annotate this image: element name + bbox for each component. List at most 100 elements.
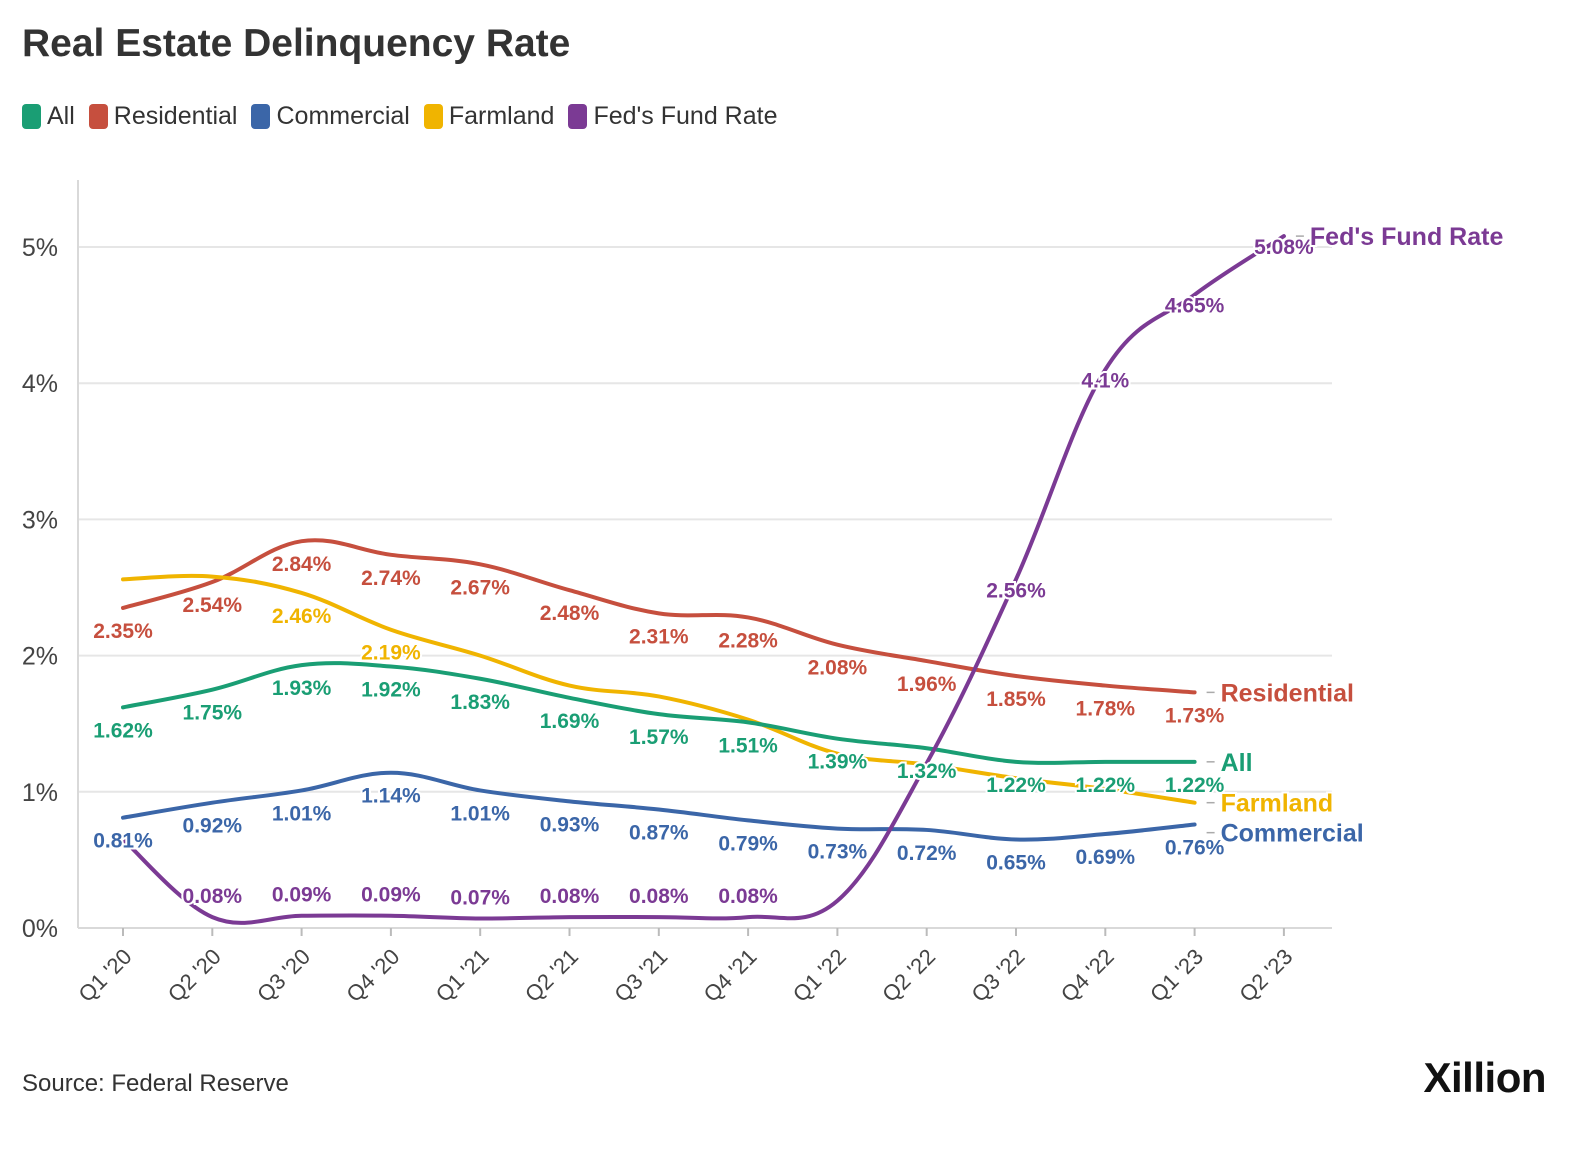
legend-swatch (423, 104, 443, 129)
data-label: 0.08% (183, 885, 243, 908)
data-label: 1.93% (272, 677, 332, 700)
x-tick-label: Q2 '22 (877, 944, 940, 1007)
data-label: 2.67% (450, 576, 510, 599)
data-label: 2.46% (272, 605, 332, 628)
data-label: 0.08% (718, 885, 778, 908)
series-line-residential (121, 538, 1197, 695)
data-label: 0.08% (540, 885, 600, 908)
legend-swatch (568, 104, 588, 129)
x-tick-label: Q4 '20 (341, 944, 404, 1007)
data-label: 2.31% (629, 625, 689, 648)
data-label: 0.65% (986, 851, 1046, 874)
x-tick-label: Q3 '21 (609, 944, 672, 1007)
legend-swatch (88, 104, 108, 129)
legend-item[interactable]: Farmland (423, 102, 555, 131)
series-end-label: All (1221, 749, 1253, 777)
data-label: 2.56% (986, 579, 1046, 602)
data-label: 1.01% (272, 802, 332, 825)
data-label: 1.32% (897, 760, 957, 783)
data-label: 0.09% (361, 884, 421, 907)
chart-legend: All Residential Commercial Farmland Fed's Fu… (22, 102, 791, 131)
data-label: 2.84% (272, 553, 332, 576)
series-line-farmland (121, 573, 1197, 805)
data-label: 0.73% (808, 841, 868, 864)
data-label: 0.79% (718, 832, 778, 855)
legend-label: Residential (113, 102, 238, 130)
data-label: 2.19% (361, 642, 421, 665)
data-label: 2.35% (93, 620, 153, 643)
legend-swatch (22, 104, 41, 129)
x-tick-label: Q2 '23 (1234, 944, 1297, 1007)
data-label: 2.74% (361, 567, 421, 590)
legend-swatch (251, 104, 271, 129)
data-label: 0.08% (629, 885, 689, 908)
data-label: 0.09% (272, 884, 332, 907)
x-tick-label: Q1 '23 (1145, 944, 1208, 1007)
legend-item[interactable]: Residential (88, 102, 238, 131)
data-label: 0.76% (1165, 836, 1225, 859)
data-label: 0.81% (93, 830, 153, 853)
legend-item[interactable]: Commercial (251, 102, 410, 131)
data-label: 1.22% (1165, 774, 1225, 797)
data-label: 1.96% (897, 673, 957, 696)
source-note: Source: Federal Reserve (22, 1070, 289, 1097)
series-line-fed-s-fund-rate (121, 234, 1286, 925)
data-label: 2.54% (183, 594, 243, 617)
data-label: 0.07% (450, 886, 510, 909)
data-label: 4.1% (1081, 370, 1129, 393)
data-label: 1.14% (361, 785, 421, 808)
data-label: 1.22% (1076, 774, 1136, 797)
data-label: 1.73% (1165, 704, 1225, 727)
data-label: 1.78% (1076, 698, 1136, 721)
data-label: 5.08% (1254, 236, 1314, 259)
x-tick-label: Q2 '20 (163, 944, 226, 1007)
data-label: 1.51% (718, 734, 778, 757)
data-label: 1.69% (540, 710, 600, 733)
x-tick-label: Q4 '21 (699, 944, 762, 1007)
legend-label: Commercial (276, 102, 410, 130)
data-label: 4.65% (1165, 295, 1225, 318)
series-line-all (121, 661, 1197, 765)
x-tick-label: Q3 '22 (967, 944, 1030, 1007)
legend-item[interactable]: Fed's Fund Rate (568, 102, 777, 131)
x-tick-label: Q1 '22 (788, 944, 851, 1007)
data-label: 1.01% (450, 802, 510, 825)
series-end-label: Farmland (1221, 790, 1334, 818)
data-label: 0.87% (629, 822, 689, 845)
data-label: 2.08% (808, 657, 868, 680)
data-label: 1.92% (361, 678, 421, 701)
series-end-label: Commercial (1221, 820, 1364, 848)
x-tick-label: Q1 '21 (431, 944, 494, 1007)
data-label: 1.62% (93, 719, 153, 742)
data-label: 0.93% (540, 813, 600, 836)
y-tick-label: 5% (22, 234, 58, 262)
data-label: 2.28% (718, 629, 778, 652)
data-label: 0.92% (183, 815, 243, 838)
data-label: 1.85% (986, 688, 1046, 711)
series-line-commercial (121, 770, 1197, 842)
chart-title: Real Estate Delinquency Rate (22, 22, 571, 65)
data-label: 2.48% (540, 602, 600, 625)
x-tick-label: Q3 '20 (252, 944, 315, 1007)
legend-label: Farmland (448, 102, 555, 130)
legend-label: Fed's Fund Rate (593, 102, 778, 130)
y-tick-label: 2% (22, 643, 58, 671)
data-label: 1.39% (808, 751, 868, 774)
y-tick-label: 4% (22, 370, 58, 398)
series-end-label: Fed's Fund Rate (1310, 223, 1504, 251)
x-tick-label: Q2 '21 (520, 944, 583, 1007)
legend-item[interactable]: All (22, 102, 75, 131)
x-tick-label: Q1 '20 (74, 944, 137, 1007)
y-tick-label: 1% (22, 779, 58, 807)
data-label: 1.75% (183, 702, 243, 725)
x-tick-label: Q4 '22 (1056, 944, 1119, 1007)
data-label: 1.83% (450, 691, 510, 714)
y-tick-label: 0% (22, 915, 58, 943)
data-label: 1.22% (986, 774, 1046, 797)
legend-label: All (47, 102, 75, 130)
brand-logo: Xillion (1423, 1054, 1547, 1101)
data-label: 0.69% (1076, 846, 1136, 869)
y-tick-label: 3% (22, 506, 58, 534)
data-label: 1.57% (629, 726, 689, 749)
